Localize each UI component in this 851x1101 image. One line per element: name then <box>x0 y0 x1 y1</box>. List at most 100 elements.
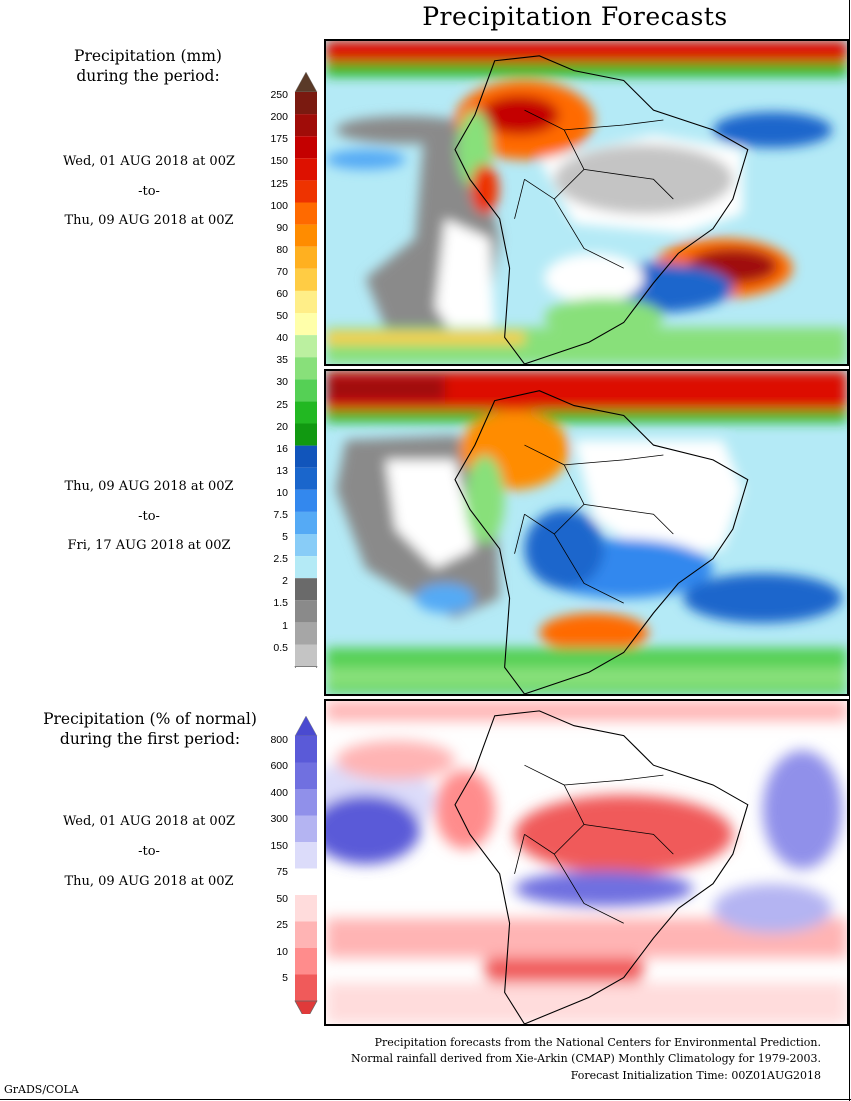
colorbar-mm-swatch <box>295 202 317 225</box>
colorbar-pct-tick-label: 5 <box>282 972 288 984</box>
colorbar-mm-tick-label: 100 <box>270 199 288 212</box>
colorbar-mm-swatch <box>295 357 317 380</box>
colorbar-mm-swatch <box>295 423 317 446</box>
colorbar-mm-tick-label: 50 <box>276 310 288 323</box>
map-precip-percent-normal <box>324 699 849 1026</box>
colorbar-mm-top-cap <box>294 72 318 93</box>
colorbar-pct-tick-label: 800 <box>270 733 288 746</box>
section1-title: Precipitation (mm) during the period: <box>38 46 258 86</box>
colorbar-mm-swatch <box>295 335 317 358</box>
period3-to: Thu, 09 AUG 2018 at 00Z <box>64 874 234 889</box>
colorbar-mm-swatch <box>295 136 317 159</box>
period1-from: Wed, 01 AUG 2018 at 00Z <box>62 154 235 169</box>
colorbar-mm-swatch <box>295 534 317 557</box>
section2-title-line2: during the first period: <box>59 730 241 748</box>
map-precip-week1-image <box>326 41 847 364</box>
colorbar-mm-tick-label: 25 <box>276 398 288 411</box>
section2-title: Precipitation (% of normal) during the f… <box>30 709 270 749</box>
page-title: Precipitation Forecasts <box>422 2 728 31</box>
colorbar-pct-tick-label: 50 <box>276 892 288 905</box>
colorbar-mm-tick-label: 1.5 <box>273 597 288 610</box>
colorbar-mm-tick-label: 30 <box>276 376 288 389</box>
colorbar-pct-tick-label: 10 <box>276 945 288 958</box>
colorbar-pct-swatch <box>295 842 317 869</box>
colorbar-pct-swatch <box>295 948 317 975</box>
colorbar-mm-tick-label: 1 <box>282 619 288 632</box>
map-precip-percent-image <box>326 701 847 1024</box>
page-border-bottom <box>0 1099 851 1100</box>
colorbar-mm-swatch <box>295 467 317 490</box>
colorbar-mm-swatch <box>295 644 317 667</box>
colorbar-pct-bottom-cap <box>294 1000 318 1014</box>
colorbar-mm-swatch <box>295 401 317 424</box>
colorbar-pct-tick-label: 150 <box>270 839 288 852</box>
colorbar-mm-swatch <box>295 622 317 645</box>
footer-line2: Normal rainfall derived from Xie-Arkin (… <box>351 1052 821 1065</box>
coastline <box>454 55 749 364</box>
period3-sep: -to- <box>138 844 160 859</box>
colorbar-mm-tick-label: 60 <box>276 288 288 300</box>
colorbar-pct-tick-label: 300 <box>270 813 288 825</box>
colorbar-mm-swatch <box>295 180 317 203</box>
colorbar-pct-tick-label: 25 <box>276 919 288 931</box>
period2-from: Thu, 09 AUG 2018 at 00Z <box>64 479 234 494</box>
colorbar-mm: 250 200 175 150 125 100 90 80 70 60 50 40 35 30 25 20 16… <box>250 72 330 668</box>
colorbar-pct-swatches <box>294 716 318 1014</box>
colorbar-mm-tick-label: 2.5 <box>273 553 288 566</box>
colorbar-mm-swatch <box>295 92 317 115</box>
map-precip-week2 <box>324 369 849 696</box>
colorbar-pct-top-cap <box>294 716 318 737</box>
colorbar-pct-swatch <box>295 921 317 948</box>
colorbar-pct-tick-label: 400 <box>270 786 288 799</box>
colorbar-mm-tick-label: 200 <box>270 111 288 124</box>
colorbar-pct-swatch <box>295 762 317 789</box>
colorbar-mm-tick-label: 13 <box>276 464 288 477</box>
colorbar-mm-swatches <box>294 72 318 668</box>
colorbar-mm-tick-label: 10 <box>276 486 288 499</box>
colorbar-mm-swatch <box>295 114 317 137</box>
colorbar-mm-tick-label: 175 <box>270 133 288 146</box>
colorbar-pct-swatch <box>295 815 317 842</box>
colorbar-mm-swatch <box>295 511 317 534</box>
period1-sep: -to- <box>138 184 160 199</box>
colorbar-mm-tick-label: 7.5 <box>273 509 288 521</box>
colorbar-mm-bottom-cap <box>294 666 318 668</box>
colorbar-pct-tick-label: 600 <box>270 760 288 772</box>
section2-title-line1: Precipitation (% of normal) <box>43 710 257 728</box>
page-border-right <box>849 0 850 1101</box>
colorbar-mm-tick-label: 5 <box>282 531 288 544</box>
period3-from: Wed, 01 AUG 2018 at 00Z <box>62 814 235 829</box>
colorbar-mm-swatch <box>295 290 317 313</box>
colorbar-pct-tick-label: 75 <box>276 866 288 878</box>
colorbar-mm-tick-label: 20 <box>276 420 288 433</box>
coastline <box>454 710 749 1024</box>
colorbar-mm-tick-label: 150 <box>270 155 288 168</box>
colorbar-mm-swatch <box>295 379 317 402</box>
colorbar-mm-swatch <box>295 600 317 623</box>
colorbar-mm-tick-label: 250 <box>270 89 288 102</box>
colorbar-mm-swatch <box>295 268 317 291</box>
section1-title-line1: Precipitation (mm) <box>74 47 222 65</box>
section1-title-line2: during the period: <box>76 67 220 85</box>
colorbar-mm-tick-label: 35 <box>276 354 288 367</box>
colorbar-mm-swatch <box>295 313 317 336</box>
period2-to: Fri, 17 AUG 2018 at 00Z <box>67 538 231 553</box>
colorbar-pct-swatch <box>295 868 317 895</box>
colorbar-mm-tick-label: 16 <box>276 442 288 455</box>
colorbar-mm-swatch <box>295 556 317 579</box>
colorbar-mm-tick-label: 80 <box>276 243 288 256</box>
colorbar-pct: 800 600 400 300 150 75 50 25 10 5 <box>250 716 330 1014</box>
colorbar-pct-swatch <box>295 736 317 763</box>
colorbar-mm-tick-label: 0.5 <box>273 641 288 654</box>
colorbar-mm-tick-label: 125 <box>270 177 288 190</box>
coastline <box>454 390 749 694</box>
colorbar-mm-tick-label: 2 <box>282 575 288 588</box>
footer-line3: Forecast Initialization Time: 00Z01AUG20… <box>570 1069 821 1082</box>
colorbar-mm-swatch <box>295 246 317 269</box>
colorbar-mm-swatch <box>295 578 317 601</box>
colorbar-mm-tick-label: 40 <box>276 332 288 345</box>
grads-credit: GrADS/COLA <box>4 1083 79 1096</box>
map-precip-week1 <box>324 39 849 366</box>
colorbar-mm-swatch <box>295 224 317 247</box>
map-precip-week2-image <box>326 371 847 694</box>
